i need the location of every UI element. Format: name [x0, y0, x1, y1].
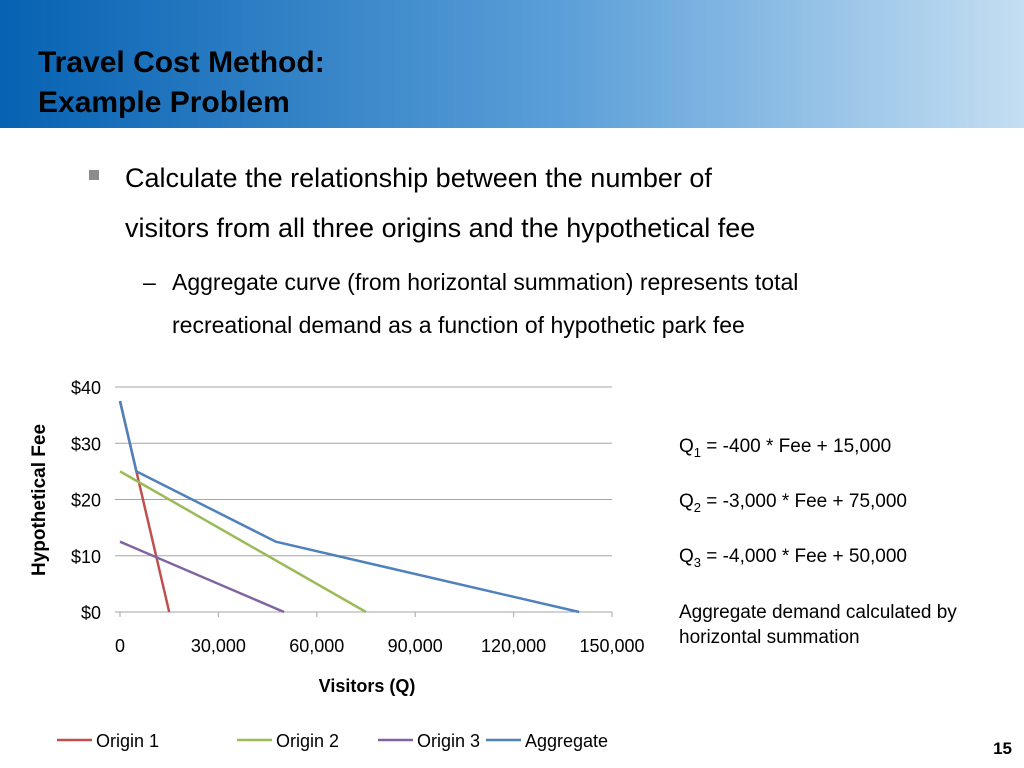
y-tick-label: $20	[71, 491, 101, 511]
equation-rhs: = -4,000 * Fee + 50,000	[701, 546, 907, 567]
page-number: 15	[993, 739, 1012, 758]
y-tick-label: $10	[71, 547, 101, 567]
series-line	[118, 400, 580, 614]
y-tick-label: $40	[71, 378, 101, 398]
bullet-text: Calculate the relationship between the n…	[125, 163, 712, 193]
equation: Q2 = -3,000 * Fee + 75,000	[679, 491, 907, 515]
sub-bullet-marker: –	[143, 269, 156, 295]
equation: Q3 = -4,000 * Fee + 50,000	[679, 546, 907, 570]
bullet-marker	[89, 170, 99, 180]
legend-label: Origin 3	[417, 731, 480, 751]
note-text: horizontal summation	[679, 627, 860, 648]
sub-bullet-text: Aggregate curve (from horizontal summati…	[172, 269, 798, 295]
x-tick-label: 120,000	[481, 636, 546, 656]
sub-bullet-text: recreational demand as a function of hyp…	[172, 312, 745, 338]
bullet-text: visitors from all three origins and the …	[125, 213, 755, 243]
y-axis-label: Hypothetical Fee	[29, 424, 50, 576]
equation-subscript: 2	[694, 500, 701, 515]
x-axis-label: Visitors (Q)	[319, 676, 416, 696]
equation-symbol: Q	[679, 436, 694, 457]
x-tick-label: 150,000	[579, 636, 644, 656]
x-tick-label: 0	[115, 636, 125, 656]
equation-rhs: = -3,000 * Fee + 75,000	[701, 491, 907, 512]
series-line	[119, 470, 367, 614]
legend-label: Aggregate	[525, 731, 608, 751]
legend-label: Origin 1	[96, 731, 159, 751]
series-line	[119, 540, 285, 614]
equation: Q1 = -400 * Fee + 15,000	[679, 436, 891, 460]
x-tick-label: 30,000	[191, 636, 246, 656]
note-text: Aggregate demand calculated by	[679, 602, 957, 623]
equation-subscript: 1	[694, 445, 701, 460]
header-band	[0, 0, 1024, 128]
x-tick-label: 90,000	[388, 636, 443, 656]
equation-symbol: Q	[679, 491, 694, 512]
slide-title: Travel Cost Method:	[38, 46, 325, 79]
legend-label: Origin 2	[276, 731, 339, 751]
slide-title: Example Problem	[38, 86, 290, 119]
x-tick-label: 60,000	[289, 636, 344, 656]
equation-symbol: Q	[679, 546, 694, 567]
equation-subscript: 3	[694, 555, 701, 570]
y-tick-label: $30	[71, 434, 101, 454]
equation-rhs: = -400 * Fee + 15,000	[701, 436, 891, 457]
y-tick-label: $0	[81, 603, 101, 623]
